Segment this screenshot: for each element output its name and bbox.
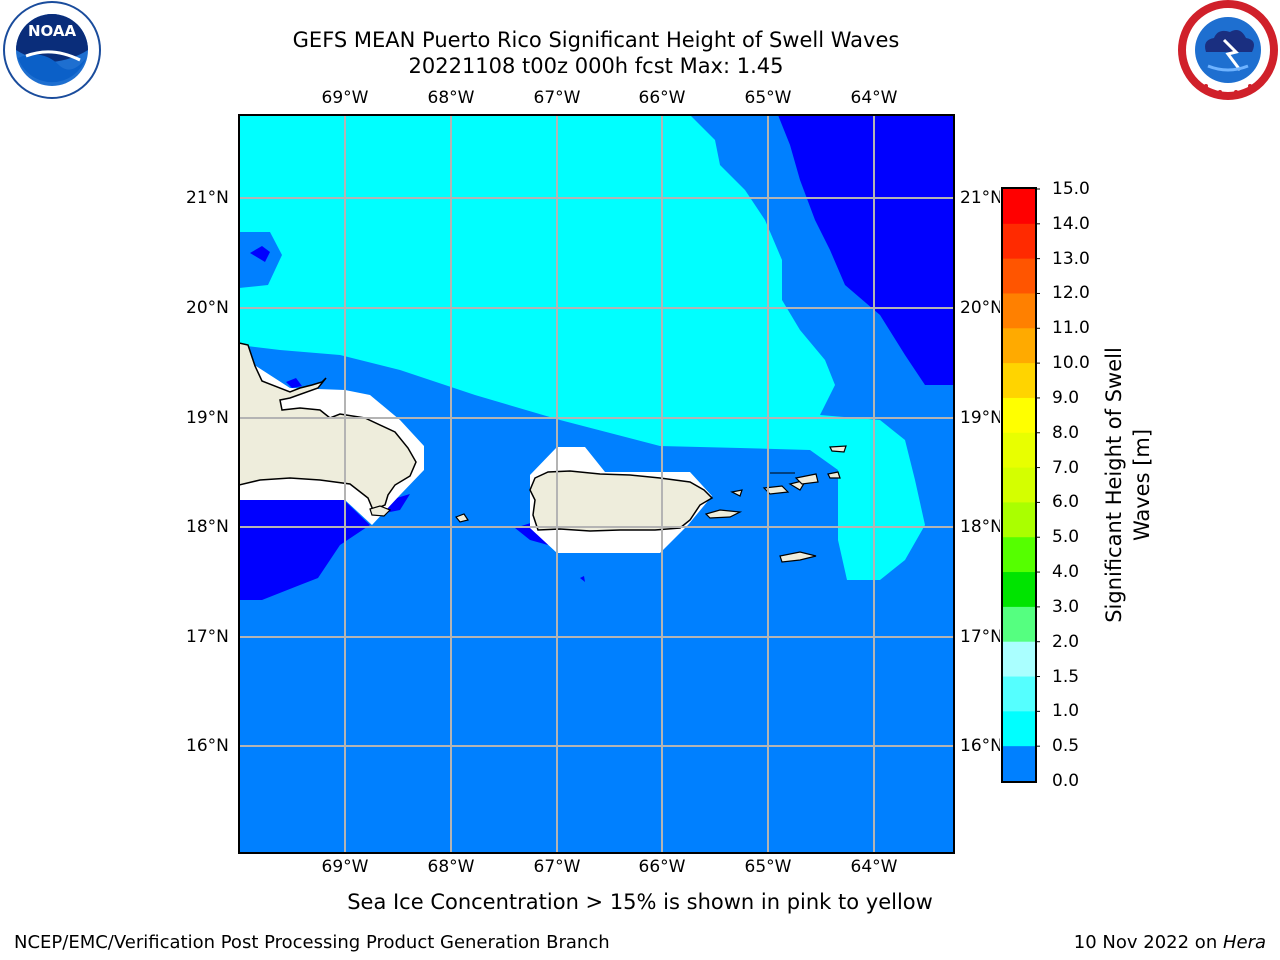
lat-tick-right: 19°N: [960, 408, 1003, 428]
lat-tick-left: 20°N: [186, 298, 229, 318]
band-0-0.5-west-spot: [250, 246, 270, 262]
colorbar-swatch: [1003, 258, 1035, 294]
lon-tick-top: 68°W: [427, 88, 475, 108]
colorbar-tick-label: 12.0: [1052, 283, 1090, 304]
graticule: [239, 115, 954, 853]
colorbar-tick-label: 6.0: [1052, 492, 1080, 513]
footer-host: Hera: [1222, 932, 1266, 953]
noaa-logo: NOAA: [3, 1, 101, 99]
lon-tick-bottom: 69°W: [321, 857, 369, 877]
sea-ice-note: Sea Ice Concentration > 15% is shown in …: [347, 890, 933, 914]
lat-tick-right: 17°N: [960, 627, 1003, 647]
colorbar-tick-label: 5.0: [1052, 527, 1080, 548]
colorbar-tick-label: 14.0: [1052, 213, 1090, 234]
lat-tick-right: 18°N: [960, 517, 1003, 537]
lon-tick-top: 64°W: [850, 88, 898, 108]
colorbar-tick-label: 9.0: [1052, 387, 1080, 408]
lat-tick-left: 21°N: [186, 188, 229, 208]
colorbar-swatch: [1003, 572, 1035, 608]
lat-tick-left: 16°N: [186, 736, 229, 756]
colorbar-tick-label: 10.0: [1052, 353, 1090, 374]
colorbar-swatch: [1003, 676, 1035, 712]
colorbar-swatch: [1003, 363, 1035, 399]
colorbar-tick-label: 2.0: [1052, 631, 1080, 652]
lon-tick-top: 66°W: [638, 88, 686, 108]
colorbar-swatch: [1003, 432, 1035, 469]
colorbar-tick-label: 1.5: [1052, 666, 1080, 687]
lon-tick-bottom: 68°W: [427, 857, 475, 877]
colorbar-swatch: [1003, 293, 1035, 329]
lat-tick-left: 19°N: [186, 408, 229, 428]
lat-tick-right: 20°N: [960, 298, 1003, 318]
lon-tick-bottom: 67°W: [533, 857, 581, 877]
colorbar-tick-label: 8.0: [1052, 422, 1080, 443]
lon-tick-bottom: 64°W: [850, 857, 898, 877]
land-hispaniola: [239, 342, 417, 511]
colorbar-swatch: [1003, 467, 1035, 503]
colorbar-swatch: [1003, 641, 1035, 678]
colorbar-tick-label: 0.5: [1052, 736, 1080, 757]
colorbar-label: Significant Height of Swell Waves [m]: [1102, 347, 1154, 623]
colorbar-tick-label: 0.0: [1052, 771, 1080, 791]
colorbar-swatch: [1003, 223, 1035, 260]
colorbar-tick-label: 3.0: [1052, 596, 1080, 617]
colorbar-tick-label: 7.0: [1052, 457, 1080, 478]
footer-date: 10 Nov 2022 on Hera: [1073, 932, 1266, 953]
svg-text:NOAA: NOAA: [28, 22, 77, 40]
title-line-2: 20221108 t00z 000h fcst Max: 1.45: [408, 54, 784, 78]
band-0-0.5-northeast: [778, 115, 954, 385]
lat-tick-right: 21°N: [960, 188, 1003, 208]
colorbar-tick-label: 11.0: [1052, 318, 1090, 339]
footer-credit: NCEP/EMC/Verification Post Processing Pr…: [14, 932, 610, 953]
nws-logo: [1178, 0, 1278, 100]
colorbar-tick-label: 13.0: [1052, 248, 1090, 269]
map-frame: [238, 114, 955, 854]
colorbar-swatches: [1003, 188, 1040, 782]
colorbar-swatch: [1003, 711, 1035, 747]
lat-tick-right: 16°N: [960, 736, 1003, 756]
title-line-1: GEFS MEAN Puerto Rico Significant Height…: [292, 28, 900, 52]
lat-tick-left: 17°N: [186, 627, 229, 647]
band-0.5-1.0-west-patch: [239, 232, 282, 288]
band-0-0.5-southwest: [239, 500, 370, 600]
colorbar-tick-label: 1.0: [1052, 701, 1080, 722]
lon-tick-bottom: 66°W: [638, 857, 686, 877]
colorbar: [1000, 186, 1040, 784]
colorbar-tick-label: 4.0: [1052, 562, 1080, 583]
colorbar-swatch: [1003, 328, 1035, 364]
colorbar-swatch: [1003, 537, 1035, 573]
colorbar-tick-label: 15.0: [1052, 179, 1090, 199]
colorbar-swatch: [1003, 189, 1035, 225]
lon-tick-top: 69°W: [321, 88, 369, 108]
lat-tick-left: 18°N: [186, 517, 229, 537]
colorbar-swatch: [1003, 397, 1035, 434]
lon-tick-top: 67°W: [533, 88, 581, 108]
lon-tick-top: 65°W: [744, 88, 792, 108]
land-puerto-rico: [529, 470, 714, 532]
colorbar-swatch: [1003, 606, 1035, 643]
colorbar-swatch: [1003, 502, 1035, 538]
chart-title: GEFS MEAN Puerto Rico Significant Height…: [196, 27, 996, 79]
lon-tick-bottom: 65°W: [744, 857, 792, 877]
band-1.0-1.5: [239, 115, 925, 580]
colorbar-swatch: [1003, 746, 1035, 782]
